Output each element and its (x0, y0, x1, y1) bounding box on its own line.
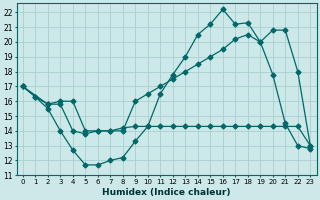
X-axis label: Humidex (Indice chaleur): Humidex (Indice chaleur) (102, 188, 231, 197)
